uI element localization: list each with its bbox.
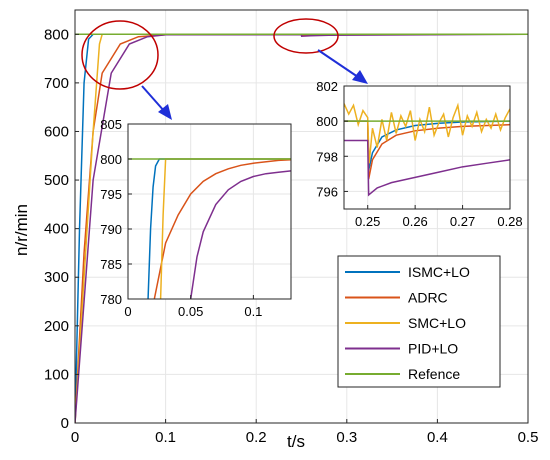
zoom-start-tick-label-x: 0.1 <box>244 304 262 319</box>
zoom-disturbance-tick-label-x: 0.26 <box>402 214 427 229</box>
main-series-pid-lo <box>75 33 528 423</box>
main-tick-label-y: 700 <box>44 75 69 92</box>
zoom-start-tick-label-y: 780 <box>100 292 122 307</box>
main-ticks: 0 0.1 0.2 0.3 0.4 0.5 0 100 200 300 400 500 600 700 80… <box>44 26 538 446</box>
y-axis-label: n/r/min <box>12 204 31 256</box>
zoom-start-tick-label-y: 785 <box>100 257 122 272</box>
inset-disturbance-ticks: 0.25 0.26 0.27 0.28 796 798 800 802 <box>316 79 522 229</box>
inset-disturbance-background <box>344 86 510 209</box>
main-tick-label-y: 100 <box>44 366 69 383</box>
legend-box <box>337 255 501 388</box>
inset-start-frame <box>127 123 292 300</box>
zoom-start-series-pid-lo <box>189 170 291 299</box>
main-tick-label-x: 0 <box>71 429 79 446</box>
zoom-ellipse-start <box>81 20 159 90</box>
zoom-disturbance-series-pid-lo <box>344 139 510 197</box>
zoom-arrow-start-head <box>158 104 172 120</box>
main-tick-label-x: 0.2 <box>246 429 267 446</box>
main-tick-label-y: 500 <box>44 172 69 189</box>
zoom-annotations <box>81 18 368 120</box>
x-axis-label: t/s <box>287 432 305 451</box>
main-tick-label-y: 400 <box>44 221 69 238</box>
zoom-disturbance-tick-label-x: 0.27 <box>450 214 475 229</box>
zoom-disturbance-tick-label-x: 0.25 <box>355 214 380 229</box>
main-tick-label-y: 0 <box>61 415 69 432</box>
main-tick-label-y: 200 <box>44 318 69 335</box>
legend-items: ISMC+LO ADRC SMC+LO PID+LO Refence <box>345 264 470 382</box>
zoom-arrow-disturbance-shaft <box>317 49 359 78</box>
zoom-arrow-start-shaft <box>141 85 166 113</box>
legend-label-pid-lo: PID+LO <box>408 341 458 357</box>
zoom-start-tick-label-x: 0 <box>124 304 131 319</box>
zoom-start-tick-label-y: 790 <box>100 222 122 237</box>
zoom-disturbance-tick-label-y: 802 <box>316 79 338 94</box>
main-tick-label-x: 0.4 <box>427 429 448 446</box>
legend-label-refence: Refence <box>408 366 460 382</box>
inset-disturbance-series-group <box>344 102 510 197</box>
zoom-start-tick-label-y: 800 <box>100 152 122 167</box>
zoom-disturbance-tick-label-y: 796 <box>316 184 338 199</box>
inset-start-background <box>128 124 291 299</box>
zoom-disturbance-tick-label-y: 798 <box>316 149 338 164</box>
legend: ISMC+LO ADRC SMC+LO PID+LO Refence <box>337 255 501 388</box>
zoom-ellipse-disturbance <box>273 18 339 54</box>
zoom-start-series-adrc <box>153 158 291 299</box>
main-tick-label-x: 0.3 <box>336 429 357 446</box>
zoom-disturbance-tick-label-y: 800 <box>316 114 338 129</box>
zoom-start-tick-label-y: 795 <box>100 187 122 202</box>
main-tick-label-x: 0.5 <box>518 429 539 446</box>
main-tick-label-y: 300 <box>44 269 69 286</box>
legend-label-smc-lo: SMC+LO <box>408 315 466 331</box>
main-tick-label-x: 0.1 <box>155 429 176 446</box>
inset-start-series-group <box>128 158 291 299</box>
inset-disturbance-frame <box>343 85 511 210</box>
zoom-arrow-disturbance-head <box>352 70 368 84</box>
zoom-start-tick-label-x: 0.05 <box>178 304 203 319</box>
inset-start-zoom: 0 0.05 0.1 780 785 790 795 800 805 <box>100 117 292 319</box>
main-plot-frame <box>74 9 529 424</box>
legend-label-ismc-lo: ISMC+LO <box>408 264 470 280</box>
legend-label-adrc: ADRC <box>408 290 448 306</box>
zoom-disturbance-series-smc-lo <box>344 102 510 164</box>
main-tick-label-y: 800 <box>44 26 69 43</box>
main-tick-label-y: 600 <box>44 123 69 140</box>
zoom-start-tick-label-y: 805 <box>100 117 122 132</box>
inset-disturbance-zoom: 0.25 0.26 0.27 0.28 796 798 800 802 <box>316 79 522 229</box>
zoom-disturbance-tick-label-x: 0.28 <box>497 214 522 229</box>
inset-start-ticks: 0 0.05 0.1 780 785 790 795 800 805 <box>100 117 262 319</box>
